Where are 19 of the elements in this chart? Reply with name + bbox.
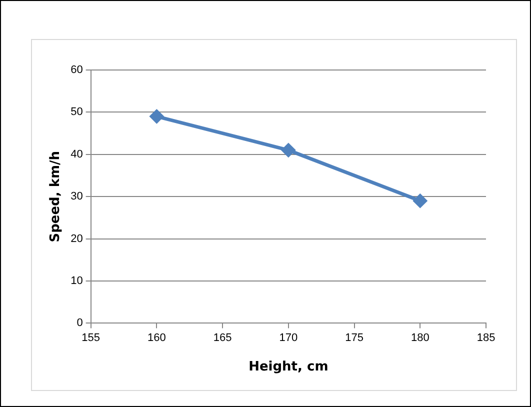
y-tick-label: 10: [70, 275, 83, 288]
y-tick-label: 0: [76, 317, 83, 330]
x-tick-label: 185: [476, 332, 496, 344]
x-tick-label: 160: [148, 332, 166, 344]
x-tick-label: 155: [82, 332, 100, 344]
y-tick-label: 20: [70, 232, 83, 245]
y-tick-label: 60: [70, 64, 83, 76]
x-tick-label: 180: [410, 332, 430, 344]
y-tick-label: 50: [70, 106, 83, 118]
y-tick-label: 40: [70, 148, 83, 160]
x-tick-label: 175: [345, 332, 364, 344]
x-axis-title: Height, cm: [248, 360, 328, 375]
point: [413, 194, 427, 208]
y-axis-title: Speed, km/h: [48, 150, 64, 242]
point: [150, 110, 164, 124]
x-tick-label: 170: [279, 332, 298, 344]
y-tick-label: 30: [70, 190, 83, 203]
x-tick-label: 165: [213, 332, 232, 344]
point: [282, 143, 296, 157]
